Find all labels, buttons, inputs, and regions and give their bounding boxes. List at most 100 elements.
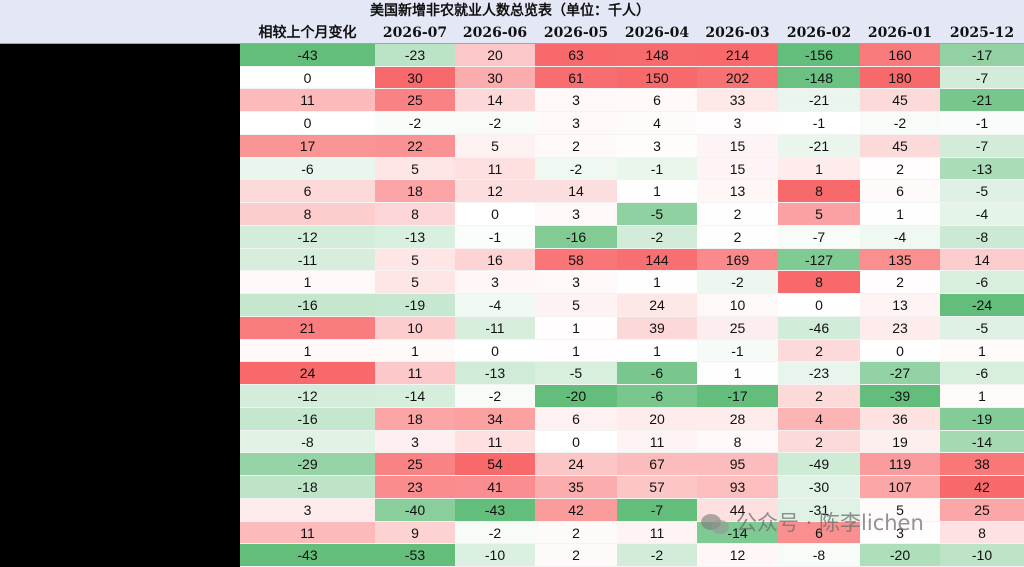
cell: 11 — [240, 89, 375, 113]
cell: -21 — [940, 89, 1024, 113]
cell: 11 — [240, 521, 375, 545]
cell: -8 — [778, 544, 860, 567]
cell: 8 — [375, 203, 455, 226]
cell: 42 — [940, 476, 1024, 499]
cell: -30 — [778, 476, 860, 499]
column-header: 2026-03 — [705, 25, 770, 41]
cell: 1 — [535, 339, 617, 363]
cell: 1 — [240, 339, 375, 363]
cell: 34 — [455, 407, 535, 431]
cell: -46 — [778, 316, 860, 340]
cell: 20 — [455, 44, 535, 67]
cell: -17 — [940, 44, 1024, 67]
cell: -14 — [940, 430, 1024, 454]
cell: -7 — [778, 225, 860, 249]
cell: -2 — [617, 225, 697, 249]
cell: 25 — [375, 89, 455, 113]
cell: 14 — [455, 89, 535, 113]
cell: -43 — [240, 544, 375, 567]
cell: -2 — [455, 521, 535, 545]
cell: 3 — [535, 271, 617, 295]
cell: 38 — [940, 453, 1024, 477]
table-title: 美国新增非农就业人数总览表（单位：千人） — [370, 3, 650, 19]
cell: 9 — [375, 521, 455, 545]
cell: 1 — [617, 180, 697, 204]
cell: -2 — [617, 544, 697, 567]
cell: 30 — [455, 66, 535, 90]
cell: 3 — [375, 430, 455, 454]
cell: 36 — [860, 407, 940, 431]
cell: 25 — [940, 498, 1024, 522]
cell: 0 — [455, 203, 535, 226]
cell: 0 — [860, 339, 940, 363]
cell: 4 — [778, 407, 860, 431]
cell: 2 — [778, 430, 860, 454]
cell: -127 — [778, 248, 860, 272]
cell: 3 — [617, 134, 697, 158]
cell: -20 — [535, 385, 617, 408]
cell: 5 — [455, 134, 535, 158]
cell: 63 — [535, 44, 617, 67]
cell: -156 — [778, 44, 860, 67]
cell: 214 — [697, 44, 778, 67]
cell: -21 — [778, 134, 860, 158]
cell: 30 — [375, 66, 455, 90]
cell: 14 — [535, 180, 617, 204]
cell: -148 — [778, 66, 860, 90]
cell: 10 — [697, 294, 778, 317]
cell: -7 — [617, 498, 697, 522]
cell: 3 — [535, 203, 617, 226]
cell: -27 — [860, 362, 940, 386]
cell: -16 — [535, 225, 617, 249]
cell: 2 — [778, 339, 860, 363]
cell: 3 — [860, 521, 940, 545]
cell: 1 — [240, 271, 375, 295]
cell: 2 — [535, 521, 617, 545]
watermark: 公众号 · 陈李lichen — [700, 506, 924, 540]
wechat-icon — [701, 514, 729, 534]
cell: -19 — [940, 407, 1024, 431]
cell: 3 — [535, 112, 617, 135]
cell: 28 — [697, 407, 778, 431]
watermark-text: 公众号 · 陈李lichen — [736, 511, 924, 535]
cell: -2 — [455, 385, 535, 408]
cell: 10 — [375, 316, 455, 340]
cell: 2 — [778, 385, 860, 408]
cell: 144 — [617, 248, 697, 272]
cell: -1 — [617, 157, 697, 181]
cell: -16 — [240, 407, 375, 431]
cell: 4 — [617, 112, 697, 135]
column-header: 相较上个月变化 — [258, 25, 357, 41]
cell: 0 — [240, 112, 375, 135]
cell: 8 — [778, 271, 860, 295]
cell: -13 — [375, 225, 455, 249]
cell: -17 — [697, 385, 778, 408]
cell: -1 — [940, 112, 1024, 135]
cell: -2 — [375, 112, 455, 135]
cell: -24 — [940, 294, 1024, 317]
cell: -49 — [778, 453, 860, 477]
cell: -21 — [778, 89, 860, 113]
cell: 5 — [860, 498, 940, 522]
redacted-labels — [0, 44, 240, 567]
cell: 24 — [535, 453, 617, 477]
cell: -19 — [375, 294, 455, 317]
cell: 13 — [697, 180, 778, 204]
cell: 6 — [617, 89, 697, 113]
cell: 54 — [455, 453, 535, 477]
cell: 19 — [860, 430, 940, 454]
cell: 11 — [617, 430, 697, 454]
cell: 11 — [455, 157, 535, 181]
cell: 42 — [535, 498, 617, 522]
cell: 1 — [860, 203, 940, 226]
cell: 169 — [697, 248, 778, 272]
cell: -6 — [940, 271, 1024, 295]
cell: 0 — [778, 294, 860, 317]
cell: 3 — [455, 271, 535, 295]
cell: 3 — [697, 112, 778, 135]
cell: -10 — [940, 544, 1024, 567]
cell: 8 — [940, 521, 1024, 545]
cell: -18 — [240, 476, 375, 499]
cell: -12 — [240, 385, 375, 408]
cell: -6 — [240, 157, 375, 181]
